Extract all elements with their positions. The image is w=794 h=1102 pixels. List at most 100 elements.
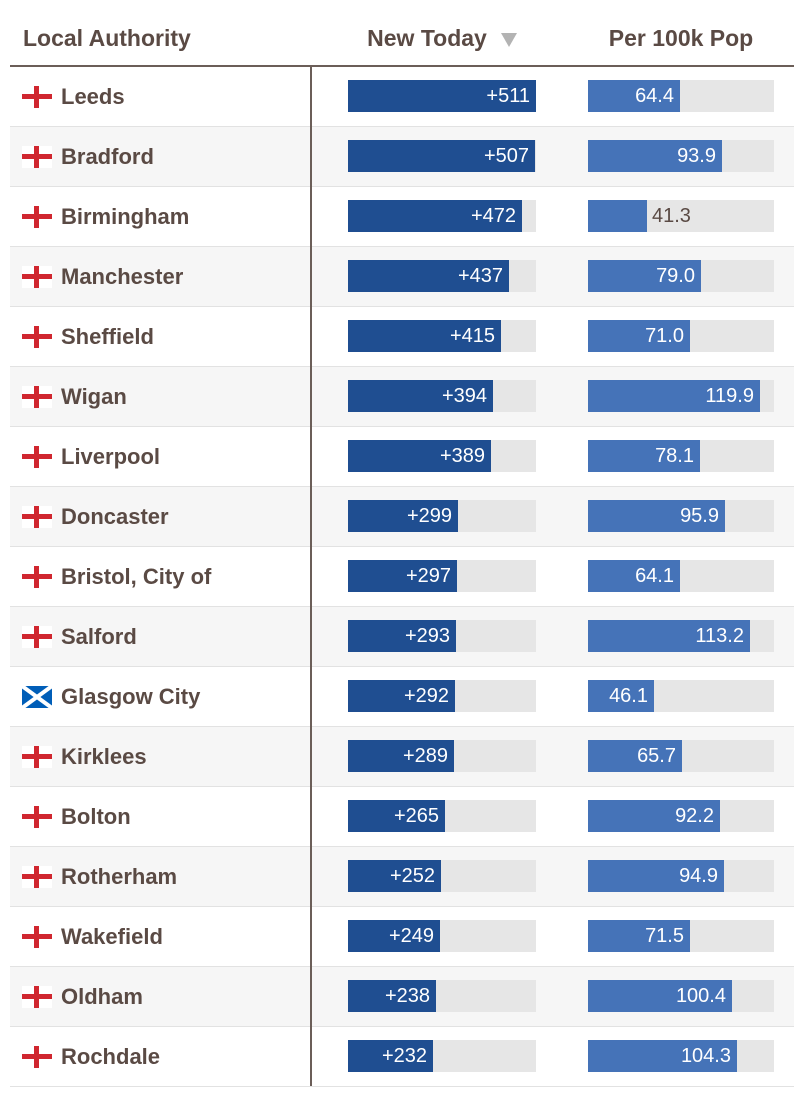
per-100k-bar-track: 65.7 [588,740,774,772]
new-today-bar-track: +511 [348,80,536,112]
per-100k-bar [588,740,682,772]
per-100k-bar [588,1040,737,1072]
new-today-bar [348,1040,433,1072]
new-today-value: +249 [388,925,434,947]
table-row[interactable]: Oldham +238 100.4 [10,967,794,1027]
table-row[interactable]: Salford +293 113.2 [10,607,794,667]
england-flag-icon [22,626,52,648]
local-authority-name: Wigan [61,384,127,409]
table-row[interactable]: Rochdale +232 104.3 [10,1027,794,1087]
new-today-value: +472 [470,205,516,227]
per-100k-bar [588,200,647,232]
table-row[interactable]: Leeds +511 64.4 [10,67,794,127]
table-row[interactable]: Wigan +394 119.9 [10,367,794,427]
per-100k-bar [588,860,724,892]
local-authority-name: Kirklees [61,744,147,769]
table-row[interactable]: Wakefield +249 71.5 [10,907,794,967]
new-today-bar [348,140,535,172]
new-today-value: +289 [402,745,448,767]
per-100k-bar [588,680,654,712]
table-row[interactable]: Bristol, City of +297 64.1 [10,547,794,607]
header-new-today[interactable]: New Today [348,22,536,54]
england-flag-icon [22,566,52,588]
per-100k-bar-track: 92.2 [588,800,774,832]
table-row[interactable]: Bradford +507 93.9 [10,127,794,187]
table-body: Leeds +511 64.4 Bradford +507 93.9 Birmingham +… [10,67,794,1087]
header-local-authority-label: Local Authority [23,25,191,51]
sort-descending-icon[interactable] [500,33,517,47]
per-100k-value: 94.9 [679,865,718,887]
per-100k-bar-track: 71.0 [588,320,774,352]
new-today-bar-track: +415 [348,320,536,352]
per-100k-value: 104.3 [680,1045,731,1067]
table-row[interactable]: Manchester +437 79.0 [10,247,794,307]
per-100k-bar-track: 41.3 [588,200,774,232]
new-today-bar [348,380,493,412]
new-today-bar [348,320,501,352]
column-divider [310,67,312,1086]
per-100k-bar [588,80,680,112]
per-100k-value: 65.7 [637,745,676,767]
local-authority-name: Doncaster [61,504,169,529]
local-authority-name: Sheffield [61,324,154,349]
new-today-value: +389 [439,445,485,467]
per-100k-bar [588,560,680,592]
per-100k-bar-track: 71.5 [588,920,774,952]
new-today-bar [348,80,536,112]
header-per-100k[interactable]: Per 100k Pop [588,22,774,54]
local-authority-name: Rochdale [61,1044,161,1069]
per-100k-value: 100.4 [675,985,726,1007]
per-100k-bar-track: 104.3 [588,1040,774,1072]
header-new-today-label: New Today [367,25,487,51]
new-today-bar-track: +472 [348,200,536,232]
per-100k-bar-track: 119.9 [588,380,774,412]
table-row[interactable]: Bolton +265 92.2 [10,787,794,847]
local-authority-name: Bolton [61,804,131,829]
england-flag-icon [22,326,52,348]
new-today-value: +292 [403,685,449,707]
table-row[interactable]: Kirklees +289 65.7 [10,727,794,787]
scotland-flag-icon [22,686,52,708]
new-today-bar-track: +232 [348,1040,536,1072]
table-row[interactable]: Rotherham +252 94.9 [10,847,794,907]
per-100k-bar-track: 78.1 [588,440,774,472]
england-flag-icon [22,146,52,168]
new-today-bar-track: +252 [348,860,536,892]
new-today-bar [348,440,491,472]
per-100k-bar [588,500,725,532]
per-100k-bar [588,260,701,292]
table-row[interactable]: Sheffield +415 71.0 [10,307,794,367]
new-today-value: +437 [457,265,503,287]
per-100k-bar [588,620,750,652]
local-authority-table: Local Authority New Today Per 100k Pop L… [10,0,794,1087]
per-100k-value: 64.1 [635,565,674,587]
table-row[interactable]: Liverpool +389 78.1 [10,427,794,487]
new-today-bar [348,500,458,532]
header-local-authority[interactable]: Local Authority [23,22,191,54]
new-today-bar-track: +289 [348,740,536,772]
new-today-bar-track: +507 [348,140,536,172]
england-flag-icon [22,206,52,228]
england-flag-icon [22,986,52,1008]
new-today-value: +511 [486,85,530,107]
new-today-value: +265 [393,805,439,827]
new-today-value: +232 [381,1045,427,1067]
new-today-bar-track: +437 [348,260,536,292]
table-row[interactable]: Glasgow City +292 46.1 [10,667,794,727]
local-authority-name: Bradford [61,144,154,169]
england-flag-icon [22,506,52,528]
new-today-value: +507 [483,145,529,167]
per-100k-bar [588,980,732,1012]
new-today-bar-track: +389 [348,440,536,472]
england-flag-icon [22,266,52,288]
local-authority-name: Bristol, City of [61,564,212,589]
per-100k-bar-track: 64.1 [588,560,774,592]
new-today-bar-track: +265 [348,800,536,832]
table-row[interactable]: Doncaster +299 95.9 [10,487,794,547]
england-flag-icon [22,86,52,108]
local-authority-name: Rotherham [61,864,178,889]
local-authority-name: Wakefield [61,924,163,949]
local-authority-name: Leeds [61,84,125,109]
table-row[interactable]: Birmingham +472 41.3 [10,187,794,247]
new-today-bar [348,200,522,232]
